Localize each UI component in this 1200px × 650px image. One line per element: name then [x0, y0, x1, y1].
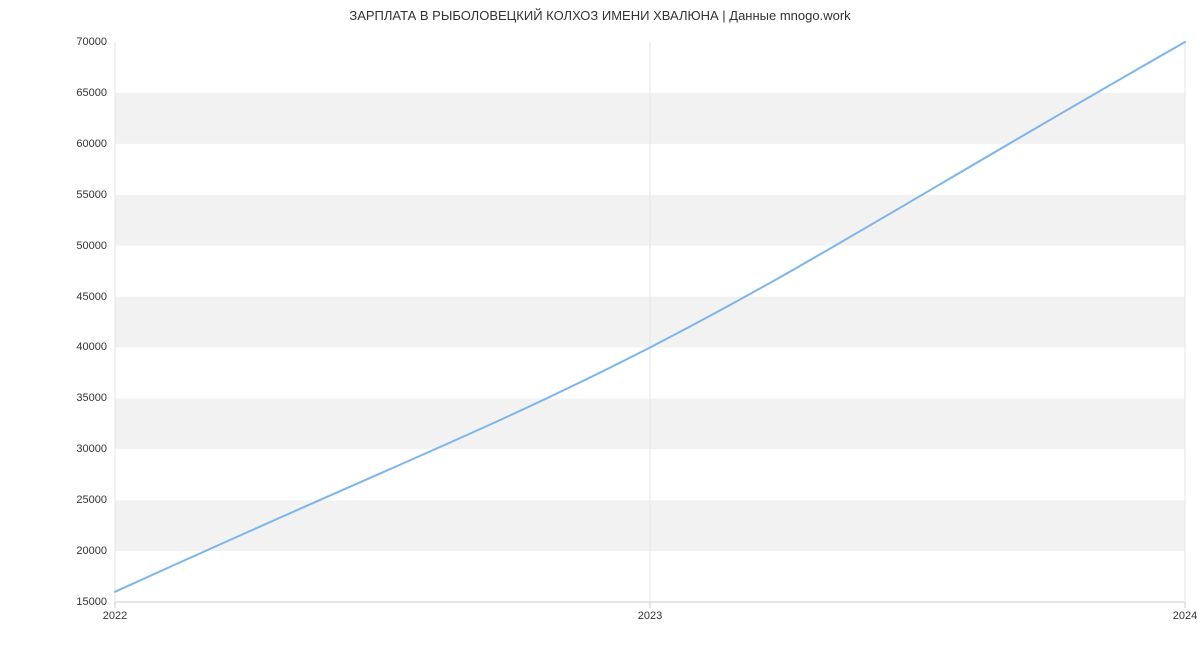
x-tick-label: 2024	[1173, 610, 1197, 622]
y-tick-label: 15000	[76, 596, 107, 608]
y-tick-label: 55000	[76, 189, 107, 201]
plot-area: 2022202320241500020000250003000035000400…	[115, 42, 1185, 602]
x-tick-label: 2023	[638, 610, 662, 622]
y-tick-label: 30000	[76, 443, 107, 455]
y-tick-label: 45000	[76, 291, 107, 303]
y-tick-label: 65000	[76, 87, 107, 99]
y-tick-label: 20000	[76, 545, 107, 557]
y-tick-label: 50000	[76, 240, 107, 252]
y-tick-label: 35000	[76, 392, 107, 404]
y-tick-label: 70000	[76, 36, 107, 48]
y-tick-label: 60000	[76, 138, 107, 150]
y-tick-label: 40000	[76, 341, 107, 353]
chart-title: ЗАРПЛАТА В РЫБОЛОВЕЦКИЙ КОЛХОЗ ИМЕНИ ХВА…	[0, 8, 1200, 23]
salary-line-chart: ЗАРПЛАТА В РЫБОЛОВЕЦКИЙ КОЛХОЗ ИМЕНИ ХВА…	[0, 0, 1200, 650]
y-tick-label: 25000	[76, 494, 107, 506]
x-tick-label: 2022	[103, 610, 127, 622]
